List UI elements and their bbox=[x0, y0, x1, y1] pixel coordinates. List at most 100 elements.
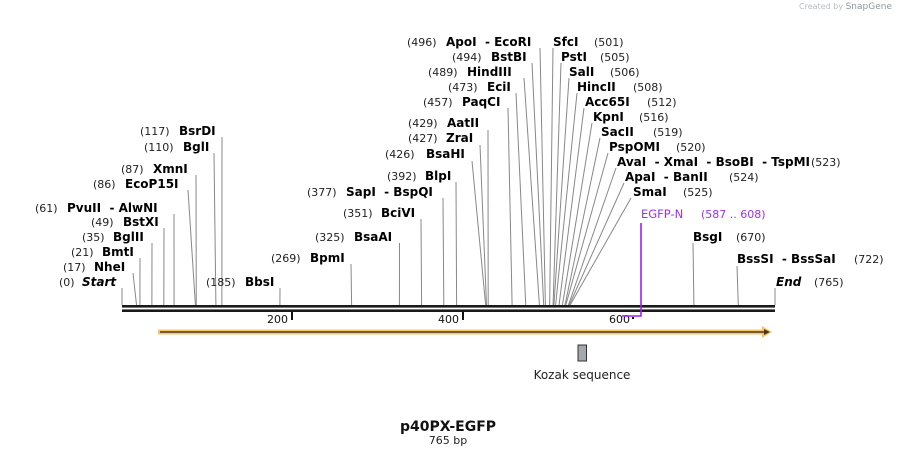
enzyme-name[interactable]: KpnI bbox=[593, 110, 624, 124]
enzyme-name[interactable]: ZraI bbox=[446, 131, 473, 145]
enzyme-site[interactable]: (185) BbsI bbox=[206, 275, 274, 289]
enzyme-name[interactable]: BmtI bbox=[102, 245, 134, 259]
enzyme-name[interactable]: PspOMI bbox=[609, 140, 660, 154]
enzyme-name[interactable]: BsaAI bbox=[354, 230, 392, 244]
enzyme-site[interactable]: (496) ApoI - EcoRI bbox=[407, 35, 531, 49]
enzyme-position: (473) bbox=[448, 81, 478, 94]
enzyme-site[interactable]: (21) BmtI bbox=[71, 245, 134, 259]
enzyme-name[interactable]: SmaI bbox=[633, 185, 667, 199]
enzyme-site[interactable]: (17) NheI bbox=[63, 260, 125, 274]
enzyme-site[interactable]: (519) SacII bbox=[601, 125, 683, 139]
enzyme-site[interactable]: (392) BlpI bbox=[387, 169, 451, 183]
enzyme-name[interactable]: BciVI bbox=[381, 206, 415, 220]
enzyme-name[interactable]: PstI bbox=[561, 50, 587, 64]
enzyme-name[interactable]: ApoI - EcoRI bbox=[446, 35, 531, 49]
enzyme-site[interactable]: (0) Start bbox=[59, 275, 117, 289]
enzyme-name[interactable]: XmnI bbox=[153, 162, 188, 176]
enzyme-name[interactable]: HindIII bbox=[467, 65, 512, 79]
enzyme-name[interactable]: ApaI - BanII bbox=[625, 170, 708, 184]
enzyme-name[interactable]: EciI bbox=[487, 80, 511, 94]
enzyme-name[interactable]: Acc65I bbox=[585, 95, 630, 109]
enzyme-position: (670) bbox=[736, 231, 766, 244]
enzyme-site[interactable]: (426) BsaHI bbox=[385, 147, 465, 161]
enzyme-position: (516) bbox=[639, 111, 669, 124]
enzyme-site[interactable]: (523)AvaI - XmaI - BsoBI - TspMI bbox=[617, 155, 841, 169]
enzyme-name[interactable]: BpmI bbox=[310, 251, 345, 265]
enzyme-site[interactable]: (516) KpnI bbox=[593, 110, 669, 124]
cut-site-line bbox=[420, 218, 423, 306]
enzyme-name[interactable]: SfcI bbox=[553, 35, 578, 49]
enzyme-site[interactable]: (473) EciI bbox=[448, 80, 511, 94]
enzyme-name[interactable]: BsgI bbox=[693, 230, 722, 244]
enzyme-site[interactable]: (110) BglI bbox=[144, 140, 209, 154]
enzyme-name[interactable]: HincII bbox=[577, 80, 616, 94]
tick-mark bbox=[291, 312, 293, 320]
cut-site-line bbox=[565, 152, 609, 306]
feature-arrow[interactable] bbox=[158, 326, 772, 338]
enzyme-name[interactable]: SalI bbox=[569, 65, 594, 79]
enzyme-name[interactable]: End bbox=[776, 275, 802, 289]
enzyme-site[interactable]: (524) ApaI - BanII bbox=[625, 170, 759, 184]
enzyme-site[interactable]: (87) XmnI bbox=[121, 162, 188, 176]
primer-egfp-n[interactable]: EGFP-N (587 .. 608) bbox=[622, 207, 766, 317]
enzyme-name[interactable]: BstXI bbox=[123, 215, 159, 229]
cut-site-line bbox=[515, 92, 527, 306]
enzyme-site[interactable]: (377) SapI - BspQI bbox=[307, 185, 433, 199]
enzyme-position: (525) bbox=[683, 186, 713, 199]
tick-label-400: 400 bbox=[438, 313, 459, 326]
enzyme-site[interactable]: (325) BsaAI bbox=[315, 230, 392, 244]
enzyme-site[interactable]: (512) Acc65I bbox=[585, 95, 677, 109]
enzyme-site[interactable]: (351) BciVI bbox=[343, 206, 415, 220]
kozak-feature[interactable]: Kozak sequence bbox=[534, 344, 631, 382]
enzyme-site[interactable]: (520) PspOMI bbox=[609, 140, 706, 154]
enzyme-site[interactable]: (427) ZraI bbox=[408, 131, 473, 145]
enzyme-site[interactable]: (670) BsgI bbox=[693, 230, 766, 244]
enzyme-name[interactable]: SacII bbox=[601, 125, 634, 139]
enzyme-name[interactable]: EcoP15I bbox=[125, 177, 179, 191]
enzyme-name[interactable]: BbsI bbox=[245, 275, 274, 289]
enzyme-site[interactable]: (506) SalI bbox=[569, 65, 640, 79]
enzyme-position: (117) bbox=[140, 125, 170, 138]
enzyme-position: (351) bbox=[343, 207, 373, 220]
enzyme-site[interactable]: (117) BsrDI bbox=[140, 124, 216, 138]
enzyme-site[interactable]: (269) BpmI bbox=[271, 251, 345, 265]
enzyme-name[interactable]: SapI - BspQI bbox=[346, 185, 433, 199]
enzyme-name[interactable]: Start bbox=[82, 275, 117, 289]
enzyme-position: (457) bbox=[423, 96, 453, 109]
cut-site-line bbox=[564, 137, 601, 306]
cut-site-line bbox=[567, 167, 617, 306]
enzyme-name[interactable]: AvaI - XmaI - BsoBI - TspMI bbox=[617, 155, 810, 169]
enzyme-name[interactable]: BstBI bbox=[491, 50, 527, 64]
enzyme-position: (0) bbox=[59, 276, 75, 289]
enzyme-site[interactable]: (765) End bbox=[776, 275, 844, 289]
enzyme-name[interactable]: BsrDI bbox=[179, 124, 216, 138]
cut-site-line bbox=[552, 62, 562, 306]
enzyme-name[interactable]: PaqCI bbox=[462, 95, 500, 109]
enzyme-site[interactable]: (35) BglII bbox=[82, 230, 144, 244]
enzyme-position: (429) bbox=[408, 117, 438, 130]
enzyme-name[interactable]: BglII bbox=[113, 230, 144, 244]
enzyme-site[interactable]: (86) EcoP15I bbox=[93, 177, 179, 191]
enzyme-site[interactable]: (722) BssSI - BssSaI bbox=[737, 252, 884, 266]
enzyme-site[interactable]: (505) PstI bbox=[561, 50, 630, 64]
enzyme-name[interactable]: BsaHI bbox=[426, 147, 465, 161]
enzyme-site[interactable]: (457) PaqCI bbox=[423, 95, 500, 109]
enzyme-site[interactable]: (494) BstBI bbox=[452, 50, 527, 64]
enzyme-name[interactable]: BglI bbox=[183, 140, 209, 154]
enzyme-site[interactable]: (429) AatII bbox=[408, 116, 479, 130]
enzyme-name[interactable]: NheI bbox=[94, 260, 125, 274]
enzyme-site[interactable]: (525) SmaI bbox=[633, 185, 713, 199]
enzyme-name[interactable]: AatII bbox=[447, 116, 479, 130]
enzyme-site[interactable]: (508) HincII bbox=[577, 80, 663, 94]
enzyme-site[interactable]: (49) BstXI bbox=[91, 215, 159, 229]
enzyme-name[interactable]: BssSI - BssSaI bbox=[737, 252, 836, 266]
enzyme-position: (524) bbox=[729, 171, 759, 184]
dna-backbone[interactable] bbox=[122, 305, 775, 312]
sequence-title: p40PX-EGFP bbox=[400, 419, 496, 435]
enzyme-position: (519) bbox=[653, 126, 683, 139]
enzyme-name[interactable]: BlpI bbox=[425, 169, 451, 183]
enzyme-site[interactable]: (501) SfcI bbox=[553, 35, 624, 49]
enzyme-site[interactable]: (61) PvuII - AlwNI bbox=[35, 201, 158, 215]
enzyme-name[interactable]: PvuII - AlwNI bbox=[67, 201, 158, 215]
enzyme-site[interactable]: (489) HindIII bbox=[428, 65, 512, 79]
